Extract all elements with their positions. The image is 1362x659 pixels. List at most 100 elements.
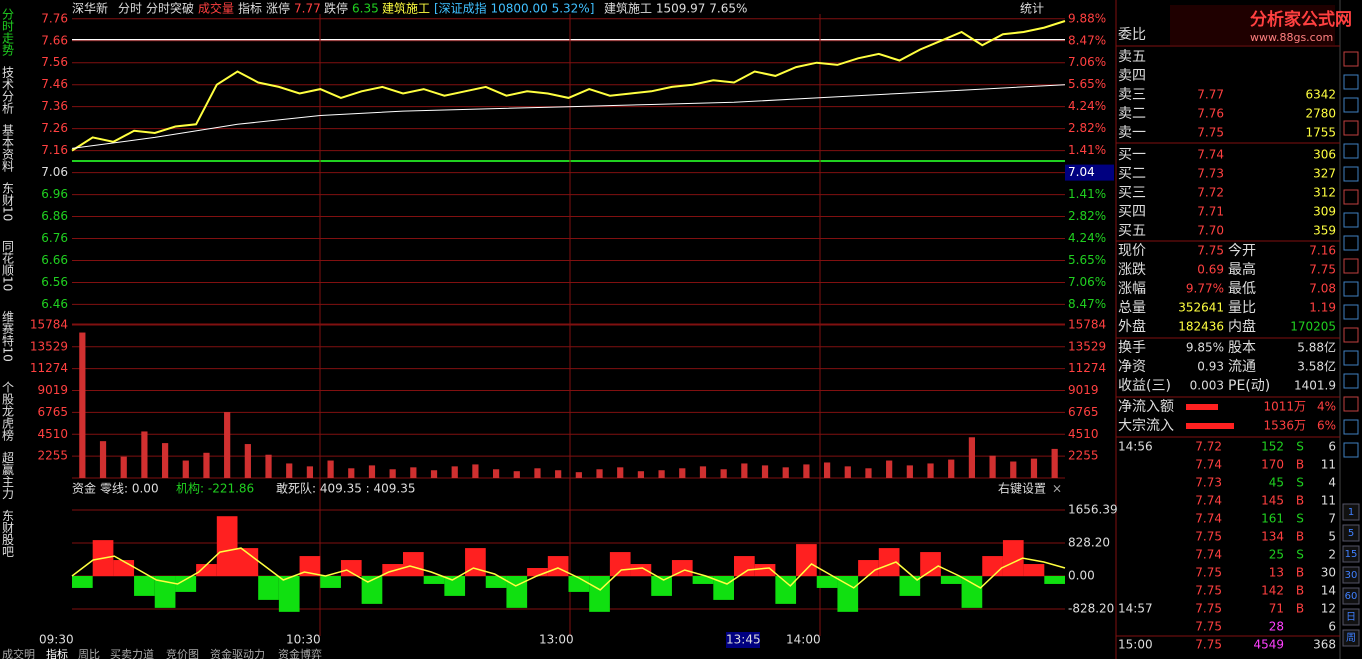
header-item[interactable]: 指标 [238,1,262,16]
header-item[interactable]: [深证成指 10800.00 5.32%] [434,1,594,16]
volume-bar [782,467,789,478]
bottom-tab[interactable]: 资金博弈 [278,647,322,659]
settings-button[interactable]: 右键设置 [998,481,1046,496]
bottom-tab[interactable]: 资金驱动力 [210,647,265,659]
bottom-tab[interactable]: 买卖力道 [110,647,154,659]
side-tab[interactable]: 超赢主力 [1,450,15,500]
icon-label[interactable]: 周 [1346,632,1356,644]
tool-icon[interactable] [1343,143,1359,159]
volume-bar [451,466,458,478]
bottom-tab[interactable]: 竞价图 [166,647,199,659]
tool-icon[interactable] [1343,442,1359,458]
header-item[interactable]: 7.77 [294,2,321,16]
order-volume: 6342 [1305,88,1336,102]
side-tab[interactable]: 分时走势 [1,8,15,56]
tool-icon[interactable] [1343,327,1359,343]
icon-label[interactable]: 1 [1348,507,1354,518]
tick-side: B [1296,566,1304,580]
y-tick-label: 2255 [37,449,68,463]
y-tick-label: 6765 [37,405,68,419]
icon-label[interactable]: 60 [1345,591,1358,602]
flow-bar [1186,404,1218,410]
tool-icon[interactable] [1343,258,1359,274]
bottom-tab[interactable]: 周比 [78,648,100,659]
header-item[interactable]: 深华新 [72,1,108,16]
tool-icon[interactable] [1343,396,1359,412]
tool-icon[interactable] [1343,189,1359,205]
side-tab[interactable]: 同花顺10 [1,240,15,291]
tool-icon[interactable] [1343,373,1359,389]
close-button[interactable]: × [1052,482,1062,496]
tool-icon[interactable] [1343,350,1359,366]
right-tick-label: 6765 [1068,405,1099,419]
fund-bar [154,575,176,608]
side-tab[interactable]: 东财10 [1,182,15,222]
icon-box[interactable] [1342,524,1360,542]
bottom-tab[interactable]: 指标 [46,647,68,659]
icon-label[interactable]: 5 [1348,528,1354,539]
order-price: 7.72 [1197,186,1224,200]
header-item[interactable]: 成交量 [198,1,234,16]
tick-side: B [1296,494,1304,508]
header-item[interactable]: 涨停 [266,1,290,16]
icon-box[interactable] [1342,566,1360,584]
fund-header: 零线: 0.00 [100,482,159,496]
tool-icon[interactable] [1343,212,1359,228]
header-item[interactable]: 跌停 [324,1,348,16]
tick-volume: 145 [1261,494,1284,508]
icon-box[interactable] [1342,629,1360,647]
header-item[interactable]: 6.35 [352,2,379,16]
icon-box[interactable] [1342,587,1360,605]
side-tab[interactable]: 东财股吧 [1,509,15,557]
order-volume: 312 [1313,186,1336,200]
order-label: 卖三 [1118,87,1146,103]
right-tick-label: 9.88% [1068,11,1106,25]
icon-box[interactable] [1342,608,1360,626]
header-item[interactable]: 建筑施工 [382,1,430,16]
volume-bar [617,467,624,478]
icon-label[interactable]: 15 [1345,549,1358,560]
header-item[interactable]: 分时 [118,2,142,16]
volume-bar [555,470,562,478]
right-tick-label: 8.47% [1068,297,1106,311]
volume-bar [513,471,520,478]
tool-icon[interactable] [1343,74,1359,90]
tool-icon[interactable] [1343,97,1359,113]
icon-label[interactable]: 30 [1345,570,1358,581]
price-line [71,20,1066,152]
fund-bar [754,564,776,576]
tool-icon[interactable] [1343,120,1359,136]
volume-bar [203,452,210,478]
tool-icon[interactable] [1343,419,1359,435]
y-tick-label: 7.66 [41,33,68,47]
fund-bar [734,556,755,576]
icon-label[interactable]: 日 [1346,612,1356,623]
volume-bar [679,468,686,478]
tool-icon[interactable] [1343,235,1359,251]
tool-icon[interactable] [1343,166,1359,182]
icon-box[interactable] [1342,503,1360,521]
icon-box[interactable] [1342,545,1360,563]
tool-icon[interactable] [1343,281,1359,297]
y-tick-label: 13529 [30,339,68,353]
side-tab[interactable]: 维赛特10 [1,310,15,362]
tool-icon[interactable] [1343,51,1359,67]
order-label: 买三 [1118,185,1146,201]
side-tab[interactable]: 技术分析 [1,66,15,115]
stats-button[interactable]: 统计 [1020,2,1044,16]
y-tick-label: 7.06 [41,165,68,179]
stat-label: 收益(三) [1118,378,1171,394]
header-item[interactable]: 分时突破 [146,1,194,16]
tick-count: 6 [1328,440,1336,454]
stat-label: 总量 [1118,300,1146,316]
tool-icon[interactable] [1343,304,1359,320]
volume-bar [430,470,438,478]
side-tab[interactable]: 基本资料 [1,124,15,172]
side-tab[interactable]: 个股龙虎榜 [1,381,15,442]
y-tick-label: 7.16 [41,143,68,157]
tick-side: B [1296,602,1304,616]
header-item[interactable]: 建筑施工 1509.97 7.65% [604,1,747,16]
tick-side: S [1296,440,1304,454]
bottom-tab[interactable]: 成交明 [2,647,35,659]
right-tick-label: 2.82% [1068,121,1106,135]
